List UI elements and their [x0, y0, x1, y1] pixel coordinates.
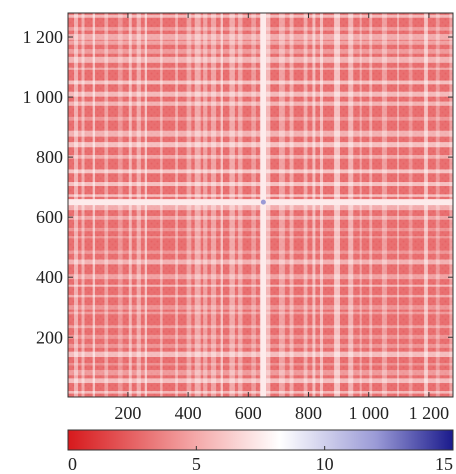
y-tick-label: 1 200	[23, 27, 64, 47]
colorbar-tick-label: 5	[192, 454, 201, 474]
colorbar: 0 5 10 15	[67, 429, 454, 474]
heatmap-band-horizontal	[68, 199, 453, 206]
x-tick-label: 1 000	[348, 403, 389, 423]
heatmap-hot-spot	[260, 199, 266, 205]
plot-frame	[67, 12, 454, 398]
plot-area	[67, 12, 455, 398]
x-tick-label: 400	[175, 403, 202, 423]
colorbar-gradient	[67, 429, 454, 451]
y-tick-label: 200	[36, 327, 63, 347]
y-tick-label: 600	[36, 207, 63, 227]
y-axis: 200 400 600 800 1 000 1 200	[23, 27, 453, 347]
x-axis: 200 400 600 800 1 000 1 200	[114, 13, 449, 423]
y-tick-label: 1 000	[23, 87, 64, 107]
x-tick-label: 1 200	[409, 403, 450, 423]
x-tick-label: 200	[114, 403, 141, 423]
y-tick-label: 800	[36, 147, 63, 167]
x-tick-label: 600	[235, 403, 262, 423]
colorbar-tick-label: 10	[316, 454, 334, 474]
colorbar-tick-label: 0	[68, 454, 77, 474]
x-tick-label: 800	[295, 403, 322, 423]
colorbar-tick-label: 15	[435, 454, 453, 474]
y-tick-label: 400	[36, 267, 63, 287]
